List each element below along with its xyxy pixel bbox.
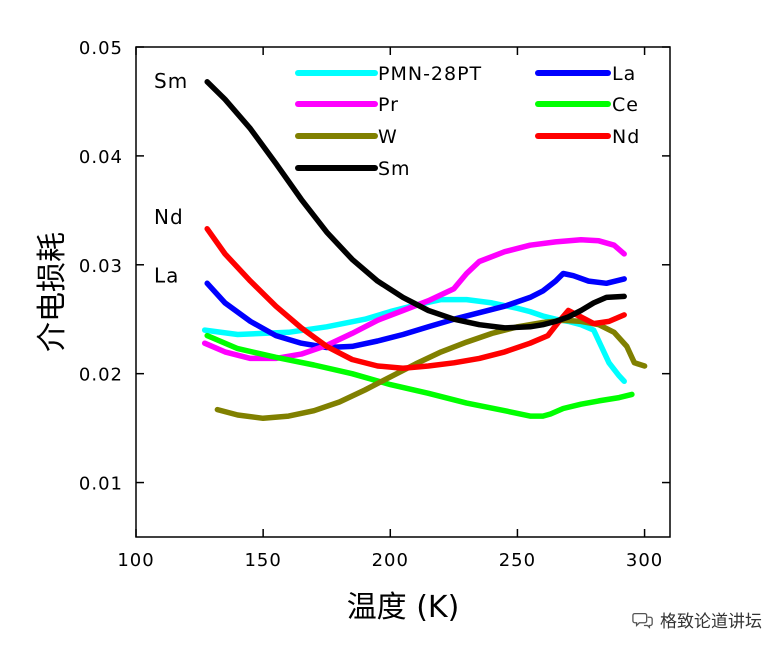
series-line-ce [204, 332, 635, 419]
legend-label-pr: Pr [378, 94, 399, 116]
plot-frame [135, 46, 671, 538]
y-axis-title: 介电损耗 [35, 232, 70, 352]
x-tick-label: 250 [499, 550, 536, 571]
legend-label-ce: Ce [612, 94, 639, 116]
series-line-pmn-28pt [201, 296, 627, 385]
watermark: 格致论道讲坛 [632, 607, 762, 632]
legend-label-sm: Sm [378, 158, 411, 180]
y-tick-label: 0.02 [79, 365, 123, 386]
chat-bubbles-icon [632, 612, 653, 629]
annotation-la: La [154, 264, 179, 288]
legend-label-la: La [612, 63, 636, 85]
watermark-text: 格致论道讲坛 [660, 612, 762, 632]
x-tick-label: 300 [626, 550, 663, 571]
series-line-nd [204, 226, 627, 371]
y-tick-label: 0.05 [79, 38, 123, 59]
series-line-w [214, 317, 648, 422]
y-tick-label: 0.01 [79, 474, 123, 495]
x-tick-label: 150 [244, 550, 281, 571]
annotation-sm: Sm [154, 69, 188, 93]
y-tick-label: 0.03 [79, 256, 123, 277]
legend-label-w: W [378, 126, 398, 148]
y-tick-label: 0.04 [79, 147, 123, 168]
legend-label-pmn-28pt: PMN-28PT [378, 63, 482, 85]
annotation-nd: Nd [154, 205, 184, 229]
x-axis-title: 温度 (K) [347, 590, 460, 625]
series-line-la [204, 270, 627, 351]
x-tick-label: 100 [117, 550, 154, 571]
series-line-sm [204, 79, 627, 331]
x-tick-label: 200 [372, 550, 409, 571]
legend-label-nd: Nd [612, 126, 640, 148]
